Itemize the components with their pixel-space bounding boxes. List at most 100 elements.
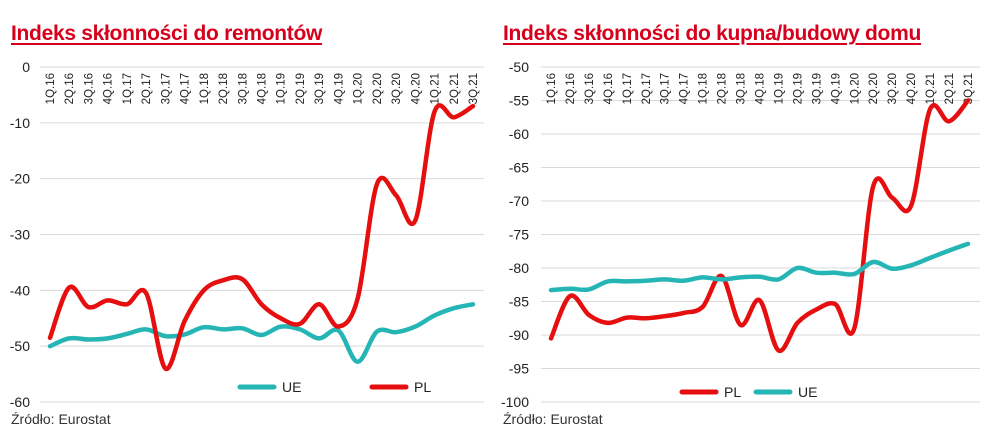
data-point-pl bbox=[606, 321, 609, 324]
y-tick-label: -30 bbox=[10, 227, 30, 243]
data-point-ue bbox=[834, 271, 837, 274]
data-point-pl bbox=[68, 286, 71, 289]
x-tick-label: 2Q.18 bbox=[717, 73, 729, 104]
data-point-pl bbox=[318, 303, 321, 306]
series-line-ue bbox=[548, 241, 971, 293]
x-tick-label: 3Q.20 bbox=[391, 73, 403, 104]
x-tick-label: 4Q.17 bbox=[180, 73, 192, 104]
house-purchase-chart: -50 -55 -60 -65 -70 -75 -80 -85 -90 -95 -100 1Q.16 2… bbox=[501, 59, 980, 410]
y-tick-label: -10 bbox=[10, 115, 30, 131]
data-point-ue bbox=[260, 334, 263, 337]
data-point-ue bbox=[606, 280, 609, 283]
data-point-ue bbox=[87, 338, 90, 341]
data-point-ue bbox=[452, 307, 455, 310]
data-point-ue bbox=[414, 325, 417, 328]
series-line-ue bbox=[47, 302, 476, 365]
x-tick-label: 2Q.17 bbox=[141, 73, 153, 104]
x-tick-label: 4Q.16 bbox=[603, 73, 615, 104]
chart-panel-renovation: Indeks skłonności do remontów 0 -10 -20 -30… bbox=[0, 0, 490, 443]
data-point-ue bbox=[872, 260, 875, 263]
data-point-pl bbox=[796, 321, 799, 324]
x-tick-label: 1Q.20 bbox=[353, 73, 365, 104]
data-point-pl bbox=[568, 295, 571, 298]
data-point-ue bbox=[568, 287, 571, 290]
data-point-pl bbox=[202, 289, 205, 292]
x-tick-label: 3Q.16 bbox=[83, 73, 95, 104]
data-point-ue bbox=[145, 328, 148, 331]
data-point-ue bbox=[318, 337, 321, 340]
data-point-ue bbox=[298, 328, 301, 331]
data-point-pl bbox=[106, 299, 109, 302]
y-tick-label: -50 bbox=[509, 59, 529, 75]
data-point-pl bbox=[164, 367, 167, 370]
x-tick-label: 2Q.19 bbox=[295, 73, 307, 104]
data-point-ue bbox=[164, 335, 167, 338]
data-point-ue bbox=[202, 326, 205, 329]
data-point-pl bbox=[720, 275, 723, 278]
data-point-pl bbox=[682, 311, 685, 314]
data-point-ue bbox=[241, 327, 244, 330]
data-point-ue bbox=[891, 267, 894, 270]
y-tick-label: -100 bbox=[501, 394, 529, 410]
y-tick-label: -70 bbox=[509, 193, 529, 209]
data-point-ue bbox=[356, 360, 359, 363]
y-tick-label: -50 bbox=[10, 338, 30, 354]
x-tick-label: 1Q.21 bbox=[430, 73, 442, 104]
data-point-pl bbox=[452, 116, 455, 119]
data-point-pl bbox=[49, 336, 52, 339]
data-point-pl bbox=[644, 317, 647, 320]
data-point-pl bbox=[337, 325, 340, 328]
x-tick-label: 1Q.19 bbox=[276, 73, 288, 104]
data-point-pl bbox=[701, 305, 704, 308]
data-point-ue bbox=[337, 329, 340, 332]
x-tick-label: 3Q.21 bbox=[963, 73, 975, 104]
x-tick-label: 1Q.17 bbox=[122, 73, 134, 104]
x-tick-label: 3Q.20 bbox=[887, 73, 899, 104]
data-point-pl bbox=[777, 349, 780, 352]
renovation-chart: 0 -10 -20 -30 -40 -50 -60 1Q.16 2Q.16 3Q.16 4Q.16 1… bbox=[10, 59, 484, 410]
x-tick-label: 4Q.18 bbox=[755, 73, 767, 104]
legend-label-ue: UE bbox=[282, 379, 301, 395]
x-tick-label: 2Q.16 bbox=[565, 73, 577, 104]
data-point-pl bbox=[433, 110, 436, 113]
data-point-ue bbox=[125, 332, 128, 335]
data-point-ue bbox=[279, 325, 282, 328]
data-point-ue bbox=[625, 280, 628, 283]
x-tick-label: 3Q.19 bbox=[811, 73, 823, 104]
data-point-pl bbox=[834, 303, 837, 306]
data-point-pl bbox=[910, 204, 913, 207]
data-point-pl bbox=[663, 315, 666, 318]
data-point-pl bbox=[758, 299, 761, 302]
x-tick-label: 2Q.16 bbox=[64, 73, 76, 104]
x-tick-label: 4Q.17 bbox=[679, 73, 691, 104]
data-point-ue bbox=[472, 303, 475, 306]
data-point-pl bbox=[145, 292, 148, 295]
data-point-ue bbox=[433, 314, 436, 317]
data-point-pl bbox=[625, 316, 628, 319]
x-tick-label: 2Q.21 bbox=[944, 73, 956, 104]
x-tick-label: 1Q.16 bbox=[546, 73, 558, 104]
chart-title: Indeks skłonności do remontów bbox=[11, 22, 323, 45]
data-point-pl bbox=[298, 322, 301, 325]
x-tick-label: 3Q.19 bbox=[314, 73, 326, 104]
x-tick-label: 3Q.17 bbox=[660, 73, 672, 104]
data-point-ue bbox=[720, 278, 723, 281]
data-point-ue bbox=[929, 256, 932, 259]
x-tick-label: 4Q.18 bbox=[257, 73, 269, 104]
x-tick-label: 3Q.18 bbox=[237, 73, 249, 104]
data-point-ue bbox=[395, 331, 398, 334]
y-tick-label: -65 bbox=[509, 160, 529, 176]
data-point-ue bbox=[701, 276, 704, 279]
data-point-pl bbox=[241, 278, 244, 281]
data-point-pl bbox=[260, 303, 263, 306]
x-tick-label: 1Q.21 bbox=[925, 73, 937, 104]
data-point-pl bbox=[472, 105, 475, 108]
data-point-pl bbox=[853, 327, 856, 330]
data-point-pl bbox=[183, 320, 186, 323]
data-point-ue bbox=[853, 273, 856, 276]
source-note: Źródło: Eurostat bbox=[11, 411, 111, 427]
y-tick-label: -90 bbox=[509, 327, 529, 343]
data-point-pl bbox=[279, 317, 282, 320]
legend-label-pl: PL bbox=[724, 384, 741, 400]
source-note: Źródło: Eurostat bbox=[503, 411, 603, 427]
